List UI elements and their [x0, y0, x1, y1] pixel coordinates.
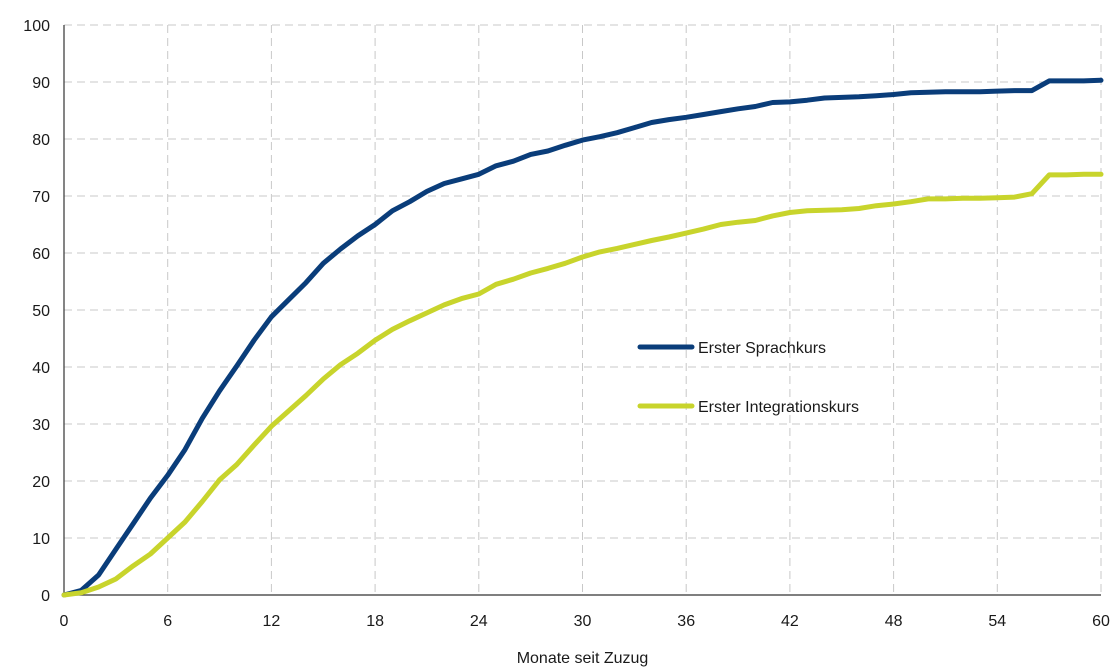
y-tick-label: 20: [32, 474, 50, 491]
x-tick-label: 18: [366, 613, 384, 630]
x-tick-label: 48: [885, 613, 903, 630]
y-tick-label: 40: [32, 360, 50, 377]
y-tick-label: 0: [41, 588, 50, 605]
x-tick-label: 42: [781, 613, 799, 630]
y-tick-labels: 0 10 20 30 40 50 60 70 80 90 100: [23, 18, 50, 605]
y-tick-label: 100: [23, 18, 50, 35]
y-tick-label: 70: [32, 189, 50, 206]
grid-lines: [64, 24, 1102, 595]
series-line-1: [61, 77, 1104, 598]
x-tick-label: 24: [470, 613, 488, 630]
x-tick-label: 60: [1092, 613, 1110, 630]
y-tick-label: 60: [32, 246, 50, 263]
x-axis-title: Monate seit Zuzug: [517, 650, 649, 667]
series-lines: [61, 77, 1104, 598]
y-tick-label: 30: [32, 417, 50, 434]
legend-label: Erster Sprachkurs: [698, 340, 826, 357]
legend: Erster Sprachkurs Erster Integrationskurs: [637, 340, 859, 416]
series-line-2: [61, 171, 1104, 598]
x-tick-label: 30: [574, 613, 592, 630]
x-tick-label: 54: [988, 613, 1006, 630]
y-tick-label: 80: [32, 132, 50, 149]
x-tick-label: 36: [677, 613, 695, 630]
x-tick-label: 12: [263, 613, 281, 630]
x-tick-label: 0: [60, 613, 69, 630]
x-tick-label: 6: [163, 613, 172, 630]
y-tick-label: 10: [32, 531, 50, 548]
y-tick-label: 50: [32, 303, 50, 320]
y-tick-label: 90: [32, 75, 50, 92]
x-tick-labels: 0 6 12 18 24 30 36 42 48 54 60: [60, 613, 1110, 630]
legend-label: Erster Integrationskurs: [698, 399, 859, 416]
